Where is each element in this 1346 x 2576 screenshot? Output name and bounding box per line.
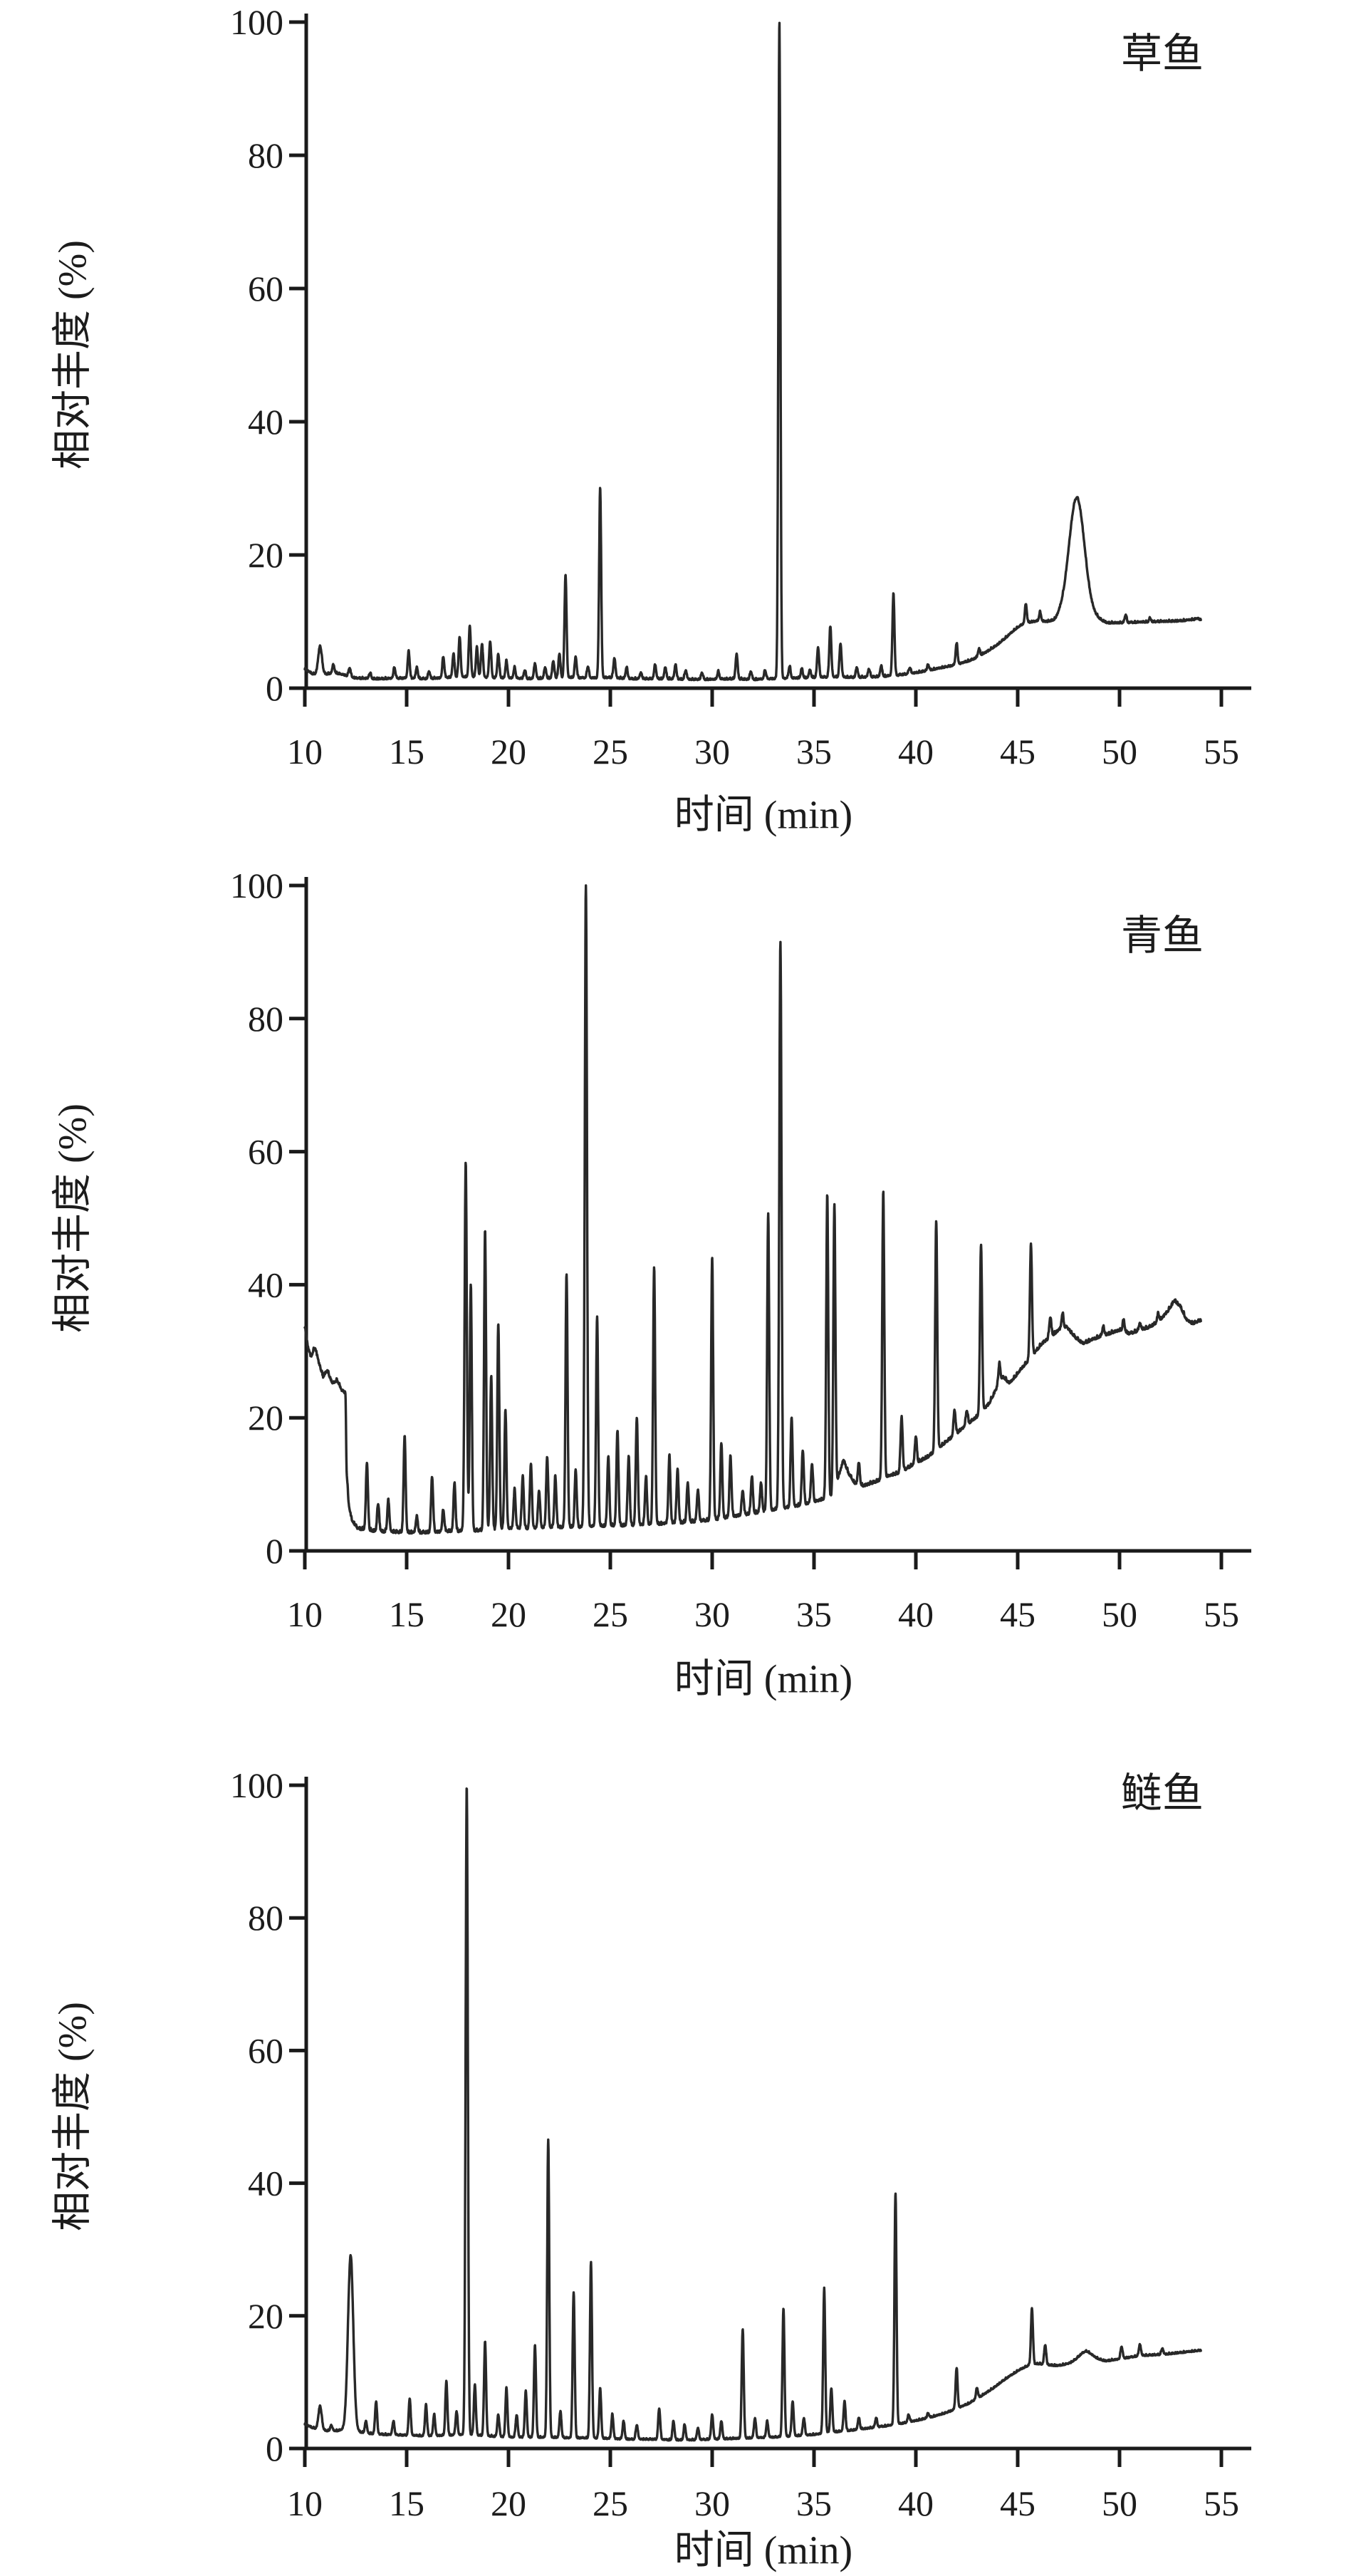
y-axis-title-panel3: 相对丰度 (%): [51, 2002, 95, 2231]
x-tick-label: 10: [287, 1594, 323, 1634]
y-tick-label: 80: [248, 999, 283, 1039]
y-tick-label: 20: [248, 1398, 283, 1438]
y-tick-label: 100: [230, 2, 283, 42]
y-tick-label: 20: [248, 535, 283, 575]
x-tick-label: 20: [491, 2483, 526, 2523]
x-tick-label: 45: [1000, 732, 1035, 772]
x-tick-label: 50: [1102, 1594, 1137, 1634]
x-tick-label: 40: [898, 2483, 934, 2523]
panel-3: 10 15 20 25 30 35 40 45 50 55 0 20 40 60 80 100: [230, 1765, 1251, 2523]
x-tick-label: 35: [796, 2483, 832, 2523]
x-axis-title-panel1: 时间 (min): [674, 793, 853, 838]
y-tick-label: 60: [248, 2030, 283, 2070]
panel-2: 10 15 20 25 30 35 40 45 50 55 0 20 40 60 80 100: [230, 866, 1251, 1634]
y-tick-label: 80: [248, 135, 283, 175]
panel-title-lianyu: 鲢鱼: [1120, 1770, 1204, 1817]
y-tick-label: 80: [248, 1898, 283, 1938]
panel-title-caoyu: 草鱼: [1120, 31, 1204, 77]
y-tick-label: 100: [230, 1765, 283, 1805]
y-axis-title-panel2: 相对丰度 (%): [51, 1103, 95, 1333]
x-tick-label: 30: [694, 1594, 730, 1634]
x-tick-label: 55: [1204, 732, 1239, 772]
x-tick-label: 15: [389, 1594, 424, 1634]
x-tick-label: 25: [593, 2483, 628, 2523]
y-tick-label: 0: [266, 668, 283, 708]
x-tick-label: 35: [796, 732, 832, 772]
x-tick-label: 45: [1000, 2483, 1035, 2523]
y-tick-label: 40: [248, 2164, 283, 2203]
x-tick-label: 30: [694, 2483, 730, 2523]
y-tick-label: 40: [248, 1264, 283, 1304]
y-tick-label: 60: [248, 1132, 283, 1172]
chromatogram-trace-1: [303, 21, 1202, 682]
x-tick-label: 20: [491, 1594, 526, 1634]
x-tick-label: 15: [389, 732, 424, 772]
x-tick-label: 55: [1204, 1594, 1239, 1634]
panel-1: 10 15 20 25 30 35 40 45 50 55 0 20 40 60 80 100: [230, 2, 1251, 772]
x-axis-title-panel3: 时间 (min): [674, 2528, 853, 2573]
x-tick-label: 10: [287, 732, 323, 772]
x-tick-label: 55: [1204, 2483, 1239, 2523]
y-tick-label: 0: [266, 1531, 283, 1571]
chromatogram-trace-3: [303, 1787, 1202, 2442]
y-tick-label: 60: [248, 269, 283, 308]
y-tick-label: 20: [248, 2296, 283, 2336]
x-tick-label: 50: [1102, 2483, 1137, 2523]
y-tick-label: 0: [266, 2429, 283, 2468]
x-tick-label: 45: [1000, 1594, 1035, 1634]
y-axis-title-panel1: 相对丰度 (%): [51, 240, 95, 469]
x-tick-label: 30: [694, 732, 730, 772]
x-axis-title-panel2: 时间 (min): [674, 1657, 853, 1702]
x-tick-label: 25: [593, 1594, 628, 1634]
x-tick-label: 40: [898, 732, 934, 772]
chromatogram-trace-2: [303, 884, 1202, 1535]
x-tick-label: 25: [593, 732, 628, 772]
x-tick-label: 35: [796, 1594, 832, 1634]
panel-title-qingyu: 青鱼: [1120, 913, 1204, 959]
y-tick-label: 40: [248, 402, 283, 442]
x-tick-label: 10: [287, 2483, 323, 2523]
x-tick-label: 40: [898, 1594, 934, 1634]
y-tick-label: 100: [230, 866, 283, 905]
x-tick-label: 20: [491, 732, 526, 772]
x-tick-label: 50: [1102, 732, 1137, 772]
x-tick-label: 15: [389, 2483, 424, 2523]
